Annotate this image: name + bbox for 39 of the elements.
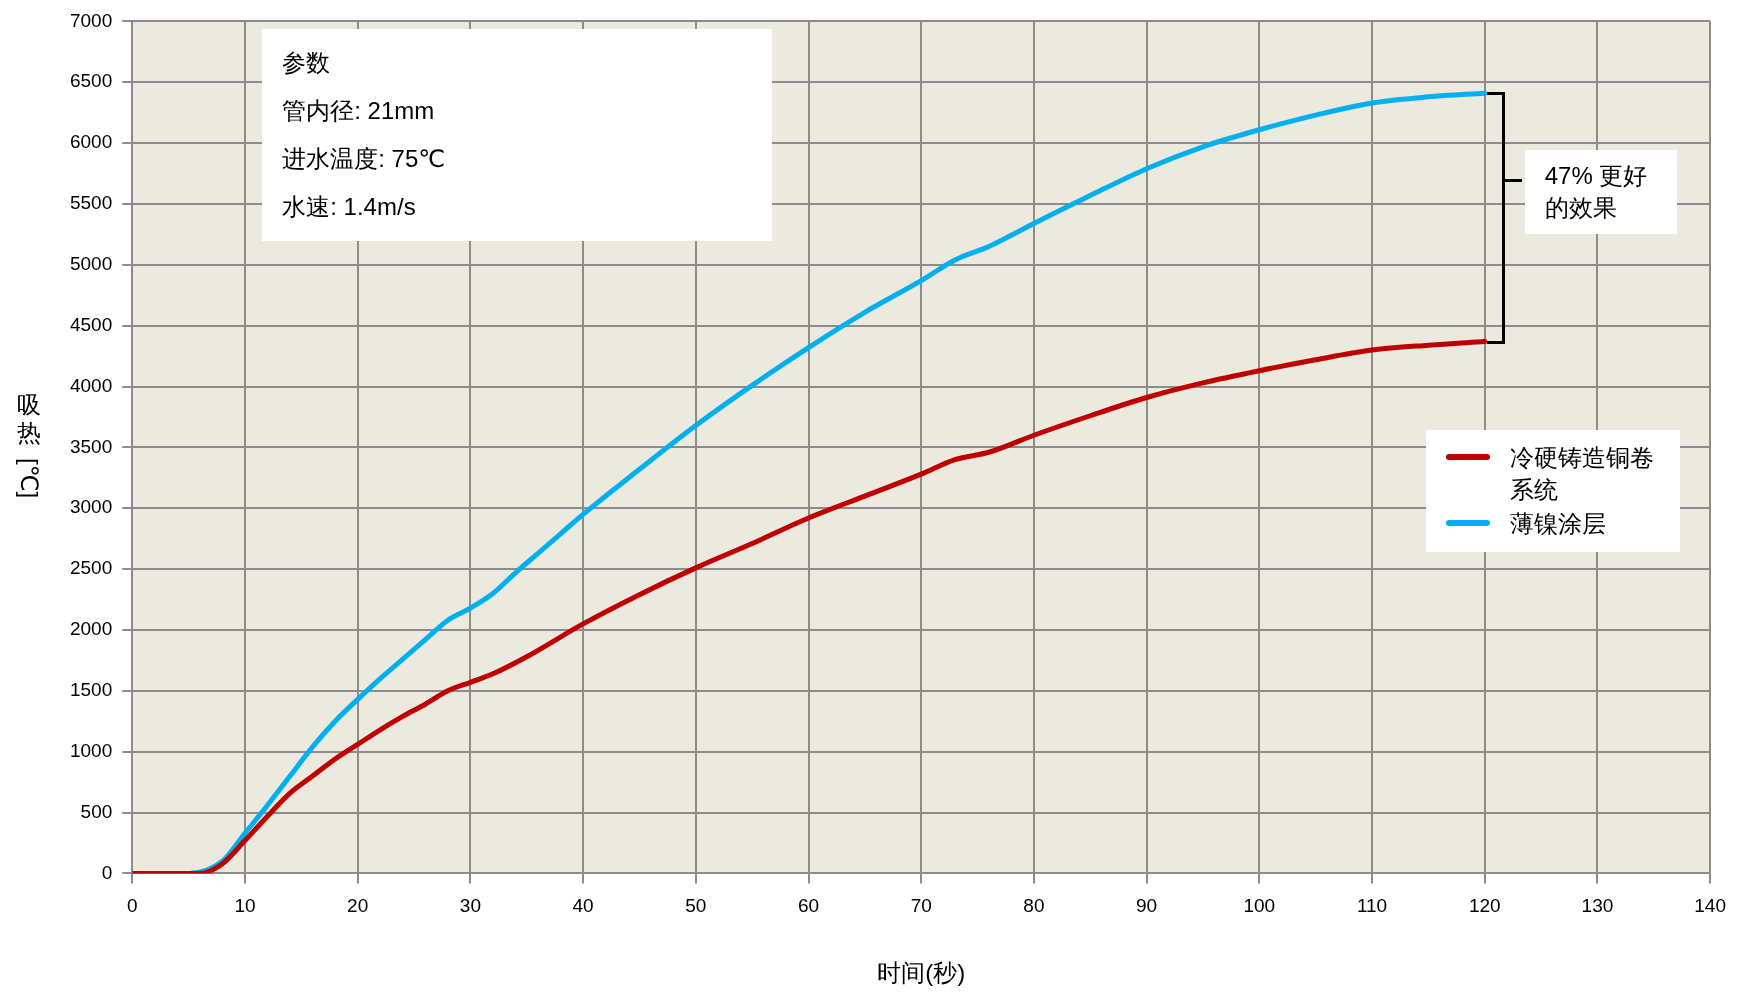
y-tick-label: 2000: [69, 618, 113, 640]
y-tick-label: 2500: [69, 557, 113, 579]
annotation: 进水温度: 75℃: [282, 144, 447, 175]
y-tick-label: 4000: [69, 374, 113, 396]
y-tick-label: 6500: [69, 70, 113, 92]
x-tick-label: 140: [1694, 895, 1726, 917]
x-tick-label: 0: [126, 895, 138, 917]
x-tick-label: 20: [347, 895, 369, 917]
text-box: 47% 更好的效果: [1524, 150, 1677, 235]
x-axis-title: 时间(秒): [877, 959, 966, 987]
y-tick-label: 0: [101, 861, 113, 883]
x-tick-label: 30: [459, 895, 481, 917]
y-tick-label: 3000: [69, 496, 113, 518]
x-tick-label: 100: [1243, 895, 1276, 917]
x-tick-label: 80: [1023, 895, 1045, 917]
x-tick-label: 110: [1356, 895, 1388, 917]
annotation: 参数: [282, 48, 332, 79]
x-tick-label: 10: [234, 895, 256, 917]
y-axis-title: 吸热[℃]: [15, 391, 44, 499]
y-tick-label: 500: [80, 800, 113, 822]
x-tick-label: 60: [797, 895, 820, 917]
x-tick-label: 130: [1581, 895, 1614, 917]
y-tick-label: 4500: [69, 313, 113, 335]
x-tick-label: 50: [685, 895, 707, 917]
legend-label: 薄镍涂层: [1510, 509, 1608, 540]
annotation: 水速: 1.4m/s: [282, 192, 417, 223]
annotation: 管内径: 21mm: [282, 96, 436, 127]
y-tick-label: 1500: [69, 679, 113, 701]
legend-label: 冷硬铸造铜卷系统: [1510, 443, 1656, 506]
x-tick-label: 70: [910, 895, 932, 917]
x-tick-label: 90: [1136, 895, 1158, 917]
y-tick-label: 6000: [69, 131, 113, 153]
y-tick-label: 3500: [69, 435, 113, 457]
x-tick-label: 40: [572, 895, 594, 917]
y-tick-label: 1000: [69, 739, 113, 761]
y-tick-label: 5500: [69, 192, 113, 214]
y-tick-label: 7000: [69, 9, 113, 31]
y-tick-label: 5000: [69, 253, 113, 275]
x-tick-label: 120: [1468, 895, 1501, 917]
